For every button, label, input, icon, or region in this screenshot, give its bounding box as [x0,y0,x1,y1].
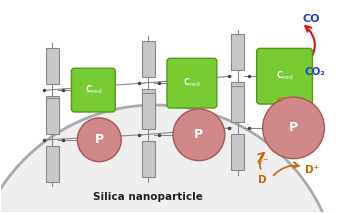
Text: P: P [95,133,104,146]
FancyBboxPatch shape [167,58,217,108]
Text: P: P [289,121,298,134]
Text: e$^-$: e$^-$ [256,158,269,167]
FancyBboxPatch shape [142,93,155,129]
Circle shape [263,97,325,159]
FancyBboxPatch shape [88,77,101,96]
FancyBboxPatch shape [257,48,312,104]
Text: e$^-$: e$^-$ [276,95,289,105]
Polygon shape [0,105,333,213]
Text: CO: CO [303,14,320,24]
FancyBboxPatch shape [142,41,155,77]
FancyBboxPatch shape [46,98,59,134]
FancyBboxPatch shape [88,127,101,147]
FancyBboxPatch shape [180,70,193,90]
FancyBboxPatch shape [46,96,59,132]
FancyBboxPatch shape [72,68,115,112]
FancyBboxPatch shape [142,141,155,177]
FancyBboxPatch shape [46,48,59,84]
FancyBboxPatch shape [231,86,244,122]
FancyBboxPatch shape [46,146,59,181]
Text: C$_{\rm red}$: C$_{\rm red}$ [84,84,102,96]
Text: CO₂: CO₂ [304,67,325,77]
Text: C$_{\rm red}$: C$_{\rm red}$ [183,77,201,89]
FancyBboxPatch shape [142,89,155,125]
FancyBboxPatch shape [180,121,193,141]
FancyBboxPatch shape [231,35,244,70]
Text: Silica nanoparticle: Silica nanoparticle [93,192,203,202]
Circle shape [77,118,121,162]
Text: D: D [258,174,267,184]
FancyBboxPatch shape [231,134,244,170]
Circle shape [173,109,225,161]
Text: C$_{\rm red}$: C$_{\rm red}$ [276,70,293,82]
FancyBboxPatch shape [231,82,244,118]
Text: D⁺: D⁺ [305,165,320,175]
Text: P: P [194,128,203,141]
